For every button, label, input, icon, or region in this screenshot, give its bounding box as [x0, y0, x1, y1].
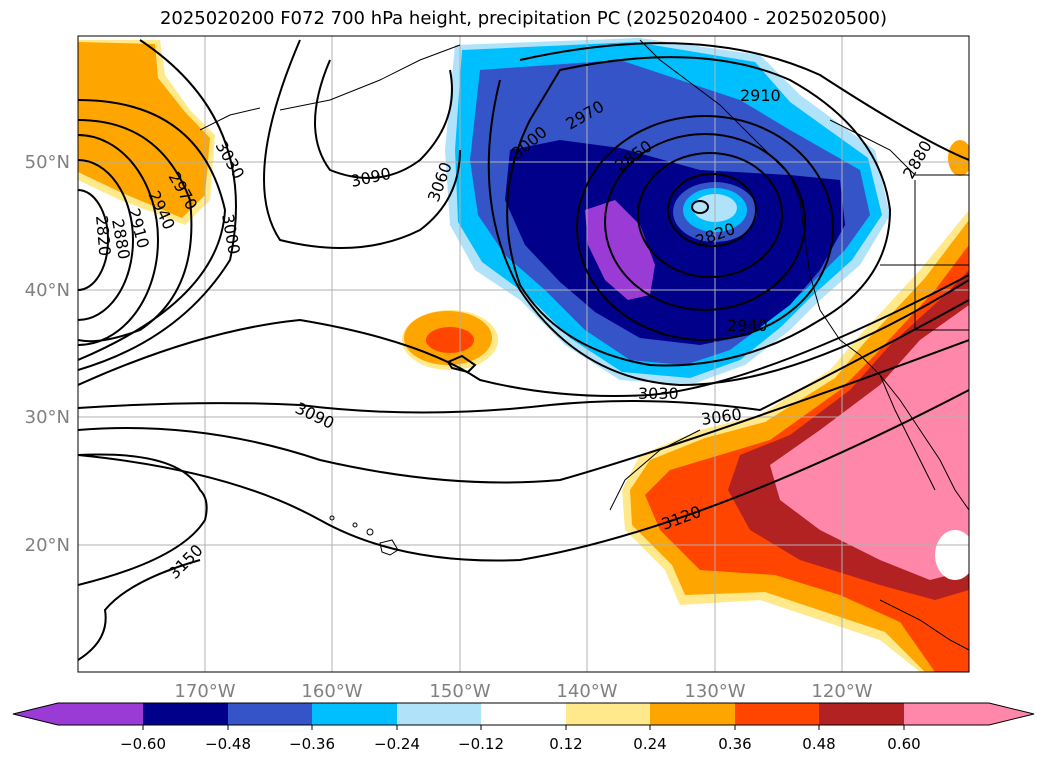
colorbar-swatch: [397, 703, 481, 725]
lon-label: 140°W: [556, 681, 617, 702]
colorbar-tick-label: 0.60: [887, 735, 920, 753]
colorbar-extend-min: [13, 703, 58, 725]
colorbar-swatch: [735, 703, 819, 725]
lon-label: 170°W: [174, 681, 235, 702]
map-title: 2025020200 F072 700 hPa height, precipit…: [159, 8, 888, 29]
colorbar-swatch: [143, 703, 228, 725]
colorbar-swatch: [819, 703, 904, 725]
colorbar-tick-label: −0.36: [289, 735, 335, 753]
graticule: [78, 36, 969, 672]
map-area: 2910 2820 2850 2970 3000 3060 3090 2940 …: [78, 36, 969, 672]
lon-label: 120°W: [811, 681, 872, 702]
height-contours: [78, 39, 969, 661]
colorbar-swatch: [650, 703, 735, 725]
colorbar-swatch: [904, 703, 989, 725]
map-frame: [77, 35, 970, 673]
colorbar-tick-label: 0.36: [718, 735, 751, 753]
colorbar-swatch: [58, 703, 143, 725]
lat-label: 20°N: [25, 535, 70, 556]
lon-label: 130°W: [684, 681, 745, 702]
colorbar-tick-label: 0.48: [802, 735, 835, 753]
colorbar-tick-label: −0.60: [120, 735, 166, 753]
colorbar-swatch: [228, 703, 312, 725]
colorbar-tick-label: −0.24: [374, 735, 420, 753]
colorbar-swatch: [312, 703, 397, 725]
colorbar-tick-label: −0.12: [458, 735, 504, 753]
contour-label: 2820: [92, 215, 114, 257]
lon-label: 150°W: [429, 681, 490, 702]
lon-label: 160°W: [301, 681, 362, 702]
lat-label: 50°N: [25, 152, 70, 173]
latitude-labels: 50°N 40°N 30°N 20°N: [25, 152, 70, 556]
contour-label: 2910: [740, 86, 781, 105]
contour-label: 3030: [638, 384, 679, 403]
lat-label: 40°N: [25, 280, 70, 301]
colorbar-outline: [12, 702, 1035, 726]
colorbar-swatch: [566, 703, 650, 725]
longitude-labels: 170°W 160°W 150°W 140°W 130°W 120°W: [174, 681, 872, 702]
colorbar-extend-max: [989, 703, 1034, 725]
lat-label: 30°N: [25, 407, 70, 428]
colorbar-swatch: [481, 703, 566, 725]
colorbar-tick-label: 0.12: [549, 735, 582, 753]
contour-label: 2940: [727, 316, 768, 335]
positive-precip-plume: [622, 210, 969, 672]
colorbar-tick-label: −0.48: [205, 735, 251, 753]
colorbar: −0.60 −0.48 −0.36 −0.24 −0.12 0.12 0.24 …: [12, 702, 1035, 753]
colorbar-tick-label: 0.24: [633, 735, 666, 753]
coastlines: [199, 39, 969, 651]
hawaii-islands: [329, 515, 399, 556]
